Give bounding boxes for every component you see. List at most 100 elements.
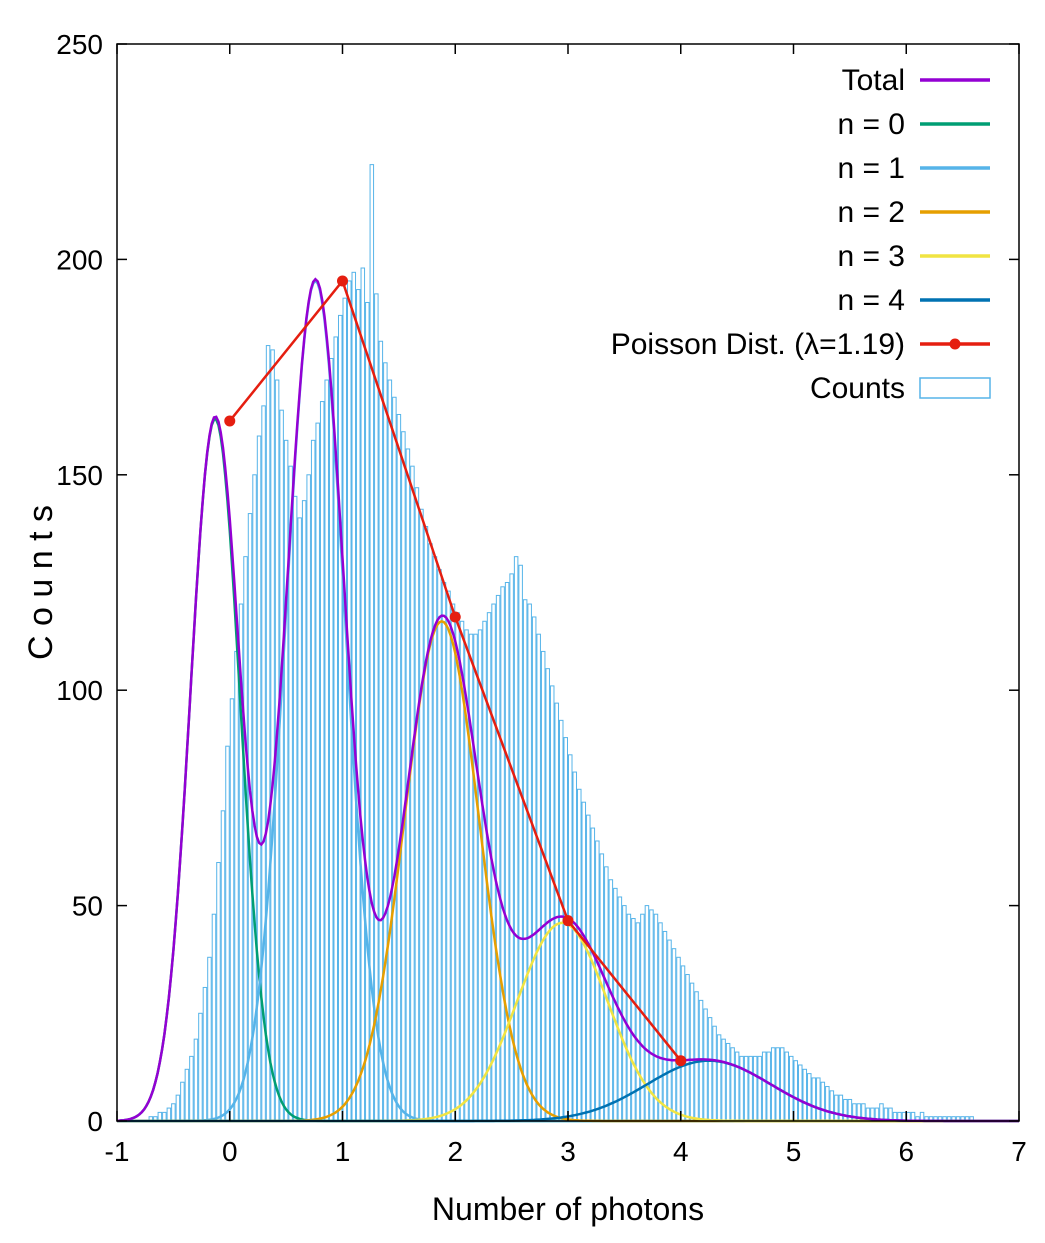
histogram-bar bbox=[315, 422, 320, 1122]
histogram-bar bbox=[265, 345, 271, 1122]
legend-swatch bbox=[919, 377, 991, 399]
histogram-bar bbox=[477, 629, 483, 1122]
histogram-bar bbox=[568, 754, 573, 1122]
histogram-bar bbox=[680, 965, 686, 1122]
histogram-bar bbox=[536, 633, 541, 1122]
histogram-bar bbox=[518, 564, 523, 1122]
histogram-bar bbox=[838, 1094, 844, 1122]
histogram-bar bbox=[595, 840, 600, 1122]
histogram-bar bbox=[608, 879, 614, 1122]
histogram-bar bbox=[180, 1081, 185, 1122]
histogram-bar bbox=[157, 1111, 163, 1122]
fitted-curves bbox=[116, 277, 1019, 1123]
histogram-bar bbox=[446, 590, 451, 1122]
x-tick-label: 6 bbox=[898, 1136, 914, 1167]
x-axis-title: Number of photons bbox=[432, 1191, 704, 1227]
histogram-bar bbox=[622, 905, 627, 1122]
legend-label: Poisson Dist. (λ=1.19) bbox=[611, 328, 905, 361]
histogram-bar bbox=[522, 599, 528, 1122]
curve-n-0 bbox=[116, 418, 1019, 1123]
legend-label: n = 3 bbox=[837, 240, 905, 273]
histogram-bar bbox=[319, 401, 325, 1122]
poisson-point bbox=[675, 1055, 687, 1067]
histogram-bar bbox=[184, 1068, 190, 1122]
histogram-bar bbox=[198, 1012, 203, 1122]
histogram-bar bbox=[779, 1047, 785, 1122]
histogram-bar bbox=[676, 956, 681, 1122]
x-tick-label: -1 bbox=[105, 1136, 130, 1167]
histogram-bar bbox=[843, 1098, 848, 1122]
poisson-point bbox=[562, 915, 574, 927]
curve-n-2 bbox=[117, 619, 1019, 1123]
histogram-bar bbox=[811, 1077, 817, 1122]
histogram-bar bbox=[337, 314, 343, 1122]
histogram-bar bbox=[383, 362, 388, 1122]
histogram-bar bbox=[725, 1042, 731, 1122]
histogram-bar bbox=[554, 702, 559, 1122]
x-tick-label: 1 bbox=[335, 1136, 351, 1167]
histogram-bar bbox=[775, 1047, 780, 1122]
histogram-bar bbox=[766, 1051, 771, 1122]
histogram-bar bbox=[162, 1111, 167, 1122]
histogram-bar bbox=[270, 349, 275, 1122]
histogram-bar bbox=[193, 1038, 199, 1122]
curve-total bbox=[116, 277, 1019, 1123]
histogram-bar bbox=[328, 357, 334, 1122]
histogram-bar bbox=[414, 487, 420, 1122]
x-tick-label: 2 bbox=[447, 1136, 463, 1167]
x-tick-label: 0 bbox=[222, 1136, 238, 1167]
histogram-bar bbox=[531, 616, 537, 1122]
poisson-point bbox=[337, 275, 348, 287]
histogram-bar bbox=[365, 301, 370, 1122]
histogram-bar bbox=[798, 1064, 803, 1122]
histogram-bar bbox=[694, 991, 699, 1122]
x-tick-label: 7 bbox=[1011, 1136, 1027, 1167]
histogram-bar bbox=[757, 1055, 762, 1122]
histogram-bar bbox=[689, 982, 695, 1122]
histogram-bar bbox=[256, 435, 262, 1122]
histogram-bar bbox=[324, 379, 329, 1122]
histogram-bar bbox=[626, 913, 632, 1122]
histogram-bar bbox=[351, 271, 357, 1122]
histogram-bar bbox=[513, 556, 519, 1122]
histogram-bar bbox=[581, 801, 587, 1122]
histogram-bar bbox=[360, 267, 366, 1122]
poisson-point bbox=[449, 611, 461, 623]
histogram-bar bbox=[662, 930, 668, 1122]
histogram-bar bbox=[712, 1025, 717, 1122]
histogram-bar bbox=[527, 603, 532, 1122]
histogram-bar bbox=[175, 1094, 181, 1122]
histogram-bar bbox=[829, 1090, 835, 1122]
histogram-bar bbox=[653, 913, 659, 1122]
histogram-bar bbox=[572, 771, 578, 1122]
histogram-bar bbox=[216, 862, 221, 1122]
x-tick-label: 4 bbox=[673, 1136, 689, 1167]
legend-label: Total bbox=[842, 64, 905, 97]
histogram-bar bbox=[707, 1017, 713, 1122]
histogram-bar bbox=[301, 500, 307, 1122]
legend-label: n = 2 bbox=[837, 196, 905, 229]
histogram-bar bbox=[166, 1107, 172, 1122]
histogram-bar bbox=[410, 465, 415, 1122]
histogram-bar bbox=[247, 513, 253, 1122]
y-tick-label: 250 bbox=[56, 29, 103, 60]
histogram-bar bbox=[730, 1047, 735, 1122]
histogram-bar bbox=[374, 293, 379, 1122]
histogram-bar bbox=[640, 913, 645, 1122]
histogram-bar bbox=[820, 1081, 826, 1122]
histogram-bar bbox=[342, 297, 348, 1122]
histogram-bar bbox=[437, 569, 442, 1122]
legend-label: n = 1 bbox=[837, 152, 905, 185]
histogram-bar bbox=[211, 913, 217, 1122]
histogram-bar bbox=[788, 1055, 794, 1122]
y-tick-label: 100 bbox=[56, 675, 103, 706]
histogram-bar bbox=[202, 986, 208, 1122]
y-tick-label: 150 bbox=[56, 460, 103, 491]
histogram-bar bbox=[387, 379, 393, 1122]
legend-label: Counts bbox=[810, 372, 905, 405]
histogram-bar bbox=[802, 1068, 808, 1122]
histogram-bar bbox=[784, 1051, 789, 1122]
x-tick-label: 3 bbox=[560, 1136, 576, 1167]
histogram-bar bbox=[825, 1086, 830, 1122]
